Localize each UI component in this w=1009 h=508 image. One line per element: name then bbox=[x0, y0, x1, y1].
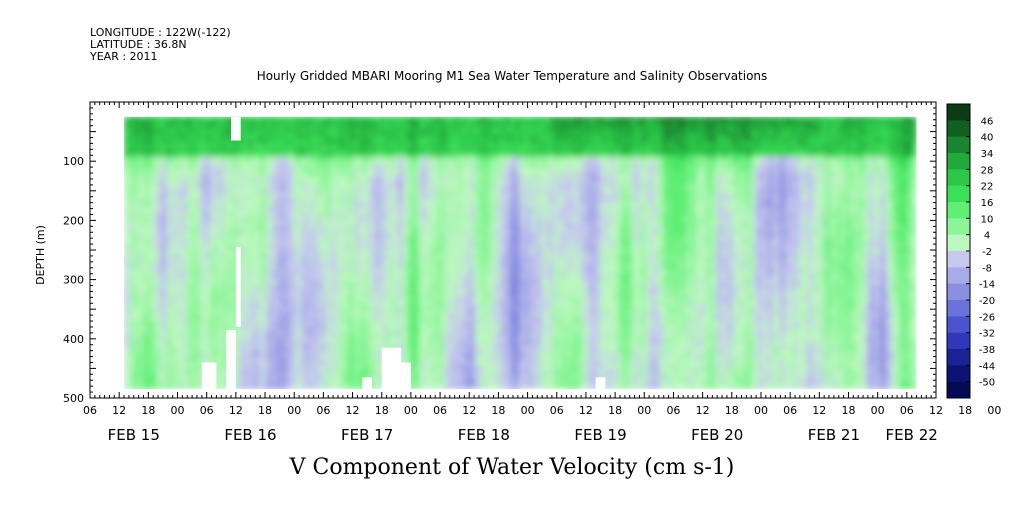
gap-0 bbox=[202, 362, 217, 389]
date-label: FEB 20 bbox=[691, 426, 743, 444]
colorbar-band bbox=[947, 365, 970, 382]
date-label: FEB 19 bbox=[574, 426, 626, 444]
x-tick-label: 06 bbox=[83, 404, 97, 417]
colorbar-band bbox=[947, 137, 970, 154]
chart-svg: LONGITUDE : 122W(-122) LATITUDE : 36.8N … bbox=[0, 0, 1009, 504]
x-tick-label: 18 bbox=[725, 404, 739, 417]
colorbar-band bbox=[947, 300, 970, 317]
colorbar-label: 10 bbox=[981, 214, 994, 225]
year-label: YEAR : 2011 bbox=[89, 50, 158, 63]
colorbar-label: 34 bbox=[981, 149, 994, 160]
colorbar-band bbox=[947, 202, 970, 219]
date-label: FEB 15 bbox=[108, 426, 160, 444]
colorbar-band bbox=[947, 120, 970, 137]
x-tick-label: 00 bbox=[521, 404, 535, 417]
y-tick-label-500: 500 bbox=[63, 392, 84, 405]
colorbar-band bbox=[947, 235, 970, 252]
y-axis-label: DEPTH (m) bbox=[34, 225, 47, 285]
colorbar-label: -38 bbox=[979, 345, 995, 356]
chart: LONGITUDE : 122W(-122) LATITUDE : 36.8N … bbox=[0, 0, 1009, 504]
x-tick-label: 18 bbox=[491, 404, 505, 417]
colorbar-label: -14 bbox=[979, 280, 995, 291]
x-tick-label: 00 bbox=[171, 404, 185, 417]
date-label: FEB 22 bbox=[886, 426, 938, 444]
x-tick-label: 12 bbox=[346, 404, 360, 417]
colorbar-label: 16 bbox=[981, 198, 994, 209]
gap-4 bbox=[362, 377, 372, 389]
date-label: FEB 21 bbox=[808, 426, 860, 444]
y-tick-label-300: 300 bbox=[63, 274, 84, 287]
date-label: FEB 18 bbox=[458, 426, 510, 444]
x-tick-label: 00 bbox=[404, 404, 418, 417]
y-tick-label-100: 100 bbox=[63, 155, 84, 168]
x-tick-label: 06 bbox=[200, 404, 214, 417]
colorbar-band bbox=[947, 316, 970, 333]
x-tick-label: 00 bbox=[287, 404, 301, 417]
x-tick-label: 06 bbox=[550, 404, 564, 417]
colorbar-band bbox=[947, 333, 970, 350]
date-label: FEB 16 bbox=[224, 426, 276, 444]
colorbar-band bbox=[947, 382, 970, 399]
gap-3 bbox=[236, 247, 241, 327]
colorbar-band bbox=[947, 349, 970, 366]
x-tick-label: 06 bbox=[666, 404, 680, 417]
gap-2 bbox=[231, 117, 241, 141]
x-tick-label: 06 bbox=[783, 404, 797, 417]
colorbar-band bbox=[947, 251, 970, 268]
x-tick-label: 18 bbox=[841, 404, 855, 417]
gap-6 bbox=[401, 362, 411, 389]
colorbar-label: 40 bbox=[981, 133, 994, 144]
gap-5 bbox=[382, 348, 401, 389]
x-tick-label: 00 bbox=[637, 404, 651, 417]
x-tick-label: 18 bbox=[258, 404, 272, 417]
x-axis-date-labels: FEB 15 FEB 16 FEB 17 FEB 18 FEB 19 FEB 20 FEB … bbox=[108, 426, 938, 444]
x-tick-label: 00 bbox=[987, 404, 1001, 417]
colorbar-band bbox=[947, 218, 970, 235]
y-tick-label-400: 400 bbox=[63, 333, 84, 346]
colorbar-band bbox=[947, 284, 970, 301]
x-tick-label: 18 bbox=[958, 404, 972, 417]
gap-1 bbox=[226, 330, 236, 389]
x-tick-label: 12 bbox=[929, 404, 943, 417]
x-tick-label: 18 bbox=[141, 404, 155, 417]
x-tick-label: 12 bbox=[812, 404, 826, 417]
x-tick-label: 06 bbox=[316, 404, 330, 417]
heatmap-field bbox=[124, 116, 917, 389]
colorbar: 46 40 34 28 22 16 10 4 -2 -8 -14 -20 -26 -32 -38 -44 -50 bbox=[947, 104, 995, 398]
x-tick-label: 00 bbox=[871, 404, 885, 417]
colorbar-label: -8 bbox=[982, 263, 992, 274]
x-tick-label: 00 bbox=[754, 404, 768, 417]
variable-label: V Component of Water Velocity (cm s-1) bbox=[289, 455, 735, 480]
x-axis-hour-labels: 06 12 18 00 06 12 18 00 06 12 18 00 06 12 18 00 06 12 18 00… bbox=[83, 404, 1009, 417]
date-label: FEB 17 bbox=[341, 426, 393, 444]
x-tick-label: 18 bbox=[375, 404, 389, 417]
x-tick-label: 12 bbox=[462, 404, 476, 417]
colorbar-label: -2 bbox=[982, 247, 992, 258]
chart-title: Hourly Gridded MBARI Mooring M1 Sea Wate… bbox=[257, 69, 768, 83]
colorbar-label: 22 bbox=[981, 182, 994, 193]
colorbar-label: 4 bbox=[984, 231, 990, 242]
x-tick-label: 12 bbox=[579, 404, 593, 417]
colorbar-band bbox=[947, 186, 970, 203]
gap-7 bbox=[596, 377, 606, 389]
colorbar-band bbox=[947, 169, 970, 186]
y-tick-label-200: 200 bbox=[63, 214, 84, 227]
colorbar-label: 28 bbox=[981, 165, 994, 176]
x-tick-label: 12 bbox=[696, 404, 710, 417]
colorbar-label: -26 bbox=[979, 312, 995, 323]
colorbar-band bbox=[947, 153, 970, 170]
x-tick-label: 18 bbox=[608, 404, 622, 417]
colorbar-label: -20 bbox=[979, 296, 995, 307]
colorbar-band bbox=[947, 267, 970, 284]
colorbar-label: -32 bbox=[979, 329, 995, 340]
x-tick-label: 06 bbox=[433, 404, 447, 417]
x-tick-label: 12 bbox=[229, 404, 243, 417]
colorbar-label: -44 bbox=[979, 361, 995, 372]
colorbar-label: -50 bbox=[979, 378, 995, 389]
colorbar-band bbox=[947, 104, 970, 121]
colorbar-label: 46 bbox=[981, 116, 994, 127]
x-tick-label: 12 bbox=[112, 404, 126, 417]
x-tick-label: 06 bbox=[900, 404, 914, 417]
